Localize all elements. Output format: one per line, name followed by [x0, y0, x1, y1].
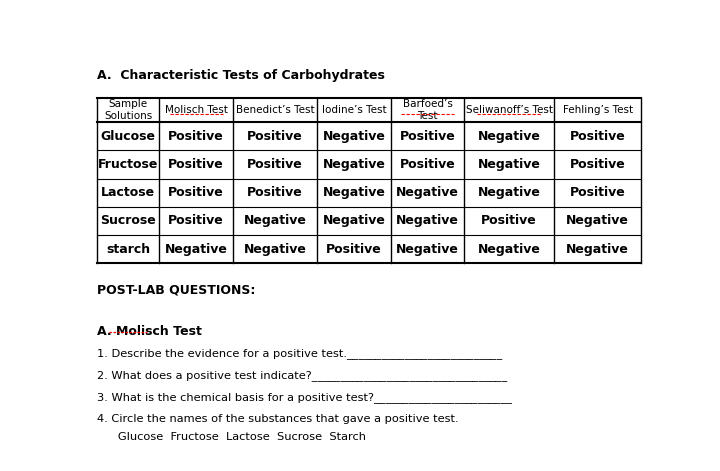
Text: Negative: Negative: [478, 130, 541, 143]
Text: Positive: Positive: [570, 186, 626, 199]
Text: Glucose: Glucose: [101, 130, 156, 143]
Text: Positive: Positive: [168, 214, 224, 227]
Text: Positive: Positive: [570, 130, 626, 143]
Text: Sucrose: Sucrose: [100, 214, 156, 227]
Text: Negative: Negative: [478, 158, 541, 171]
Text: Negative: Negative: [323, 130, 385, 143]
Text: Positive: Positive: [482, 214, 537, 227]
Text: 4. Circle the names of the substances that gave a positive test.: 4. Circle the names of the substances th…: [96, 414, 459, 424]
Text: Positive: Positive: [400, 130, 456, 143]
Text: Negative: Negative: [396, 243, 459, 256]
Text: Negative: Negative: [323, 186, 385, 199]
Text: 1. Describe the evidence for a positive test.___________________________: 1. Describe the evidence for a positive …: [96, 349, 502, 359]
Text: Positive: Positive: [570, 158, 626, 171]
Text: Benedict’s Test: Benedict’s Test: [235, 105, 315, 115]
Text: Fehling’s Test: Fehling’s Test: [562, 105, 633, 115]
Text: Lactose: Lactose: [101, 186, 155, 199]
Text: Sample
Solutions: Sample Solutions: [104, 99, 152, 121]
Text: Positive: Positive: [168, 186, 224, 199]
Text: Molisch Test: Molisch Test: [165, 105, 228, 115]
Text: Negative: Negative: [478, 243, 541, 256]
Text: A. Molisch Test: A. Molisch Test: [96, 325, 202, 338]
Text: Seliwanoff’s Test: Seliwanoff’s Test: [466, 105, 553, 115]
Text: Negative: Negative: [323, 214, 385, 227]
Text: Iodine’s Test: Iodine’s Test: [322, 105, 387, 115]
Text: A.  Characteristic Tests of Carbohydrates: A. Characteristic Tests of Carbohydrates: [96, 69, 384, 82]
Text: 2. What does a positive test indicate?__________________________________: 2. What does a positive test indicate?__…: [96, 370, 507, 381]
Text: starch: starch: [106, 243, 150, 256]
Text: Positive: Positive: [247, 158, 303, 171]
Text: Glucose  Fructose  Lactose  Sucrose  Starch: Glucose Fructose Lactose Sucrose Starch: [107, 432, 366, 442]
Text: Negative: Negative: [165, 243, 228, 256]
Text: Positive: Positive: [400, 158, 456, 171]
Text: POST-LAB QUESTIONS:: POST-LAB QUESTIONS:: [96, 283, 255, 296]
Text: Positive: Positive: [247, 186, 303, 199]
Text: Barfoed’s
Test: Barfoed’s Test: [402, 99, 452, 121]
Text: Negative: Negative: [243, 243, 307, 256]
Text: Positive: Positive: [168, 130, 224, 143]
Text: Negative: Negative: [396, 214, 459, 227]
Text: Positive: Positive: [247, 130, 303, 143]
Text: Negative: Negative: [567, 214, 629, 227]
Text: Negative: Negative: [478, 186, 541, 199]
Text: Negative: Negative: [243, 214, 307, 227]
Text: Fructose: Fructose: [98, 158, 158, 171]
Text: Negative: Negative: [567, 243, 629, 256]
Text: Positive: Positive: [326, 243, 382, 256]
Text: Positive: Positive: [168, 158, 224, 171]
Text: Negative: Negative: [396, 186, 459, 199]
Text: Negative: Negative: [323, 158, 385, 171]
Text: 3. What is the chemical basis for a positive test?________________________: 3. What is the chemical basis for a posi…: [96, 392, 512, 403]
